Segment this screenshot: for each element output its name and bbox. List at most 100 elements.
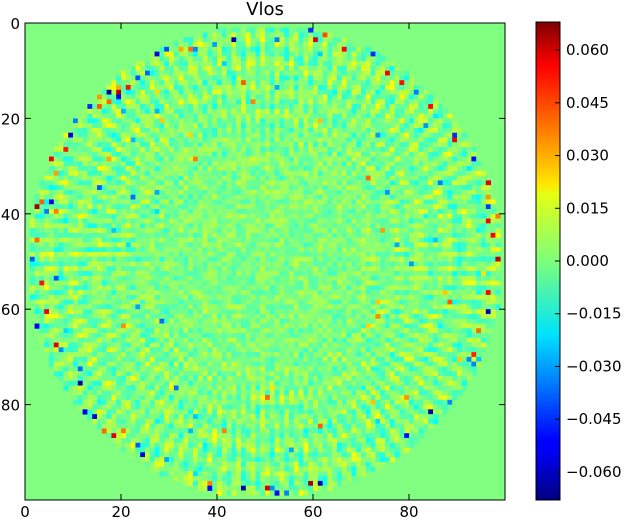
heatmap-cell: [298, 99, 304, 105]
heatmap-cell: [135, 127, 141, 134]
heatmap-cell: [221, 99, 227, 105]
heatmap-cell: [92, 242, 98, 248]
heatmap-cell: [394, 170, 400, 177]
heatmap-cell: [442, 218, 448, 224]
heatmap-cell: [284, 65, 290, 72]
heatmap-cell: [130, 170, 136, 177]
heatmap-cell: [68, 156, 74, 162]
heatmap-cell: [164, 94, 170, 100]
heatmap-cell: [303, 27, 309, 33]
heatmap-cell: [193, 137, 199, 143]
heatmap-cell: [337, 80, 343, 86]
heatmap-cell: [380, 304, 386, 310]
heatmap-cell: [341, 175, 347, 181]
heatmap-cell: [303, 237, 309, 243]
heatmap-cell: [87, 213, 93, 219]
heatmap-cell: [346, 113, 352, 119]
heatmap-cell: [193, 242, 199, 248]
heatmap-cell: [476, 180, 482, 186]
heatmap-cell: [145, 147, 151, 153]
heatmap-cell: [111, 266, 117, 272]
heatmap-cell: [433, 280, 439, 286]
heatmap-cell: [29, 261, 35, 267]
heatmap-cell: [39, 309, 45, 315]
heatmap-cell: [49, 294, 55, 301]
heatmap-cell: [346, 266, 352, 272]
heatmap-cell: [279, 309, 285, 315]
heatmap-cell: [169, 189, 175, 196]
heatmap-cell: [106, 223, 112, 229]
heatmap-cell: [303, 266, 309, 272]
heatmap-cell: [250, 94, 256, 100]
heatmap-cell: [385, 299, 391, 305]
heatmap-cell: [265, 108, 271, 115]
heatmap-cell: [351, 261, 357, 267]
heatmap-cell: [452, 132, 458, 138]
heatmap-cell: [68, 228, 74, 234]
heatmap-cell: [346, 285, 352, 291]
heatmap-cell: [44, 218, 50, 224]
heatmap-cell: [279, 180, 285, 186]
heatmap-cell: [389, 313, 395, 320]
heatmap-cell: [193, 228, 199, 234]
heatmap-cell: [241, 104, 247, 110]
heatmap-cell: [125, 175, 131, 181]
heatmap-cell: [135, 175, 141, 181]
heatmap-cell: [279, 32, 285, 38]
heatmap-cell: [44, 180, 50, 186]
heatmap-cell: [250, 266, 256, 272]
heatmap-cell: [241, 304, 247, 310]
heatmap-cell: [298, 290, 304, 296]
heatmap-cell: [303, 185, 309, 191]
heatmap-cell: [178, 280, 184, 286]
heatmap-cell: [428, 137, 434, 143]
heatmap-cell: [293, 175, 299, 181]
heatmap-cell: [327, 237, 333, 243]
heatmap-cell: [409, 313, 415, 320]
heatmap-cell: [58, 161, 64, 167]
heatmap-cell: [207, 309, 213, 315]
heatmap-cell: [293, 170, 299, 177]
heatmap-cell: [413, 127, 419, 134]
heatmap-cell: [442, 213, 448, 219]
heatmap-cell: [293, 37, 299, 43]
heatmap-cell: [169, 46, 175, 53]
heatmap-cell: [289, 94, 295, 100]
heatmap-cell: [245, 304, 251, 310]
heatmap-cell: [169, 209, 175, 215]
heatmap-cell: [183, 232, 189, 239]
heatmap-cell: [385, 218, 391, 224]
heatmap-cell: [236, 156, 242, 162]
heatmap-cell: [265, 118, 271, 124]
heatmap-cell: [409, 247, 415, 253]
heatmap-cell: [250, 237, 256, 243]
heatmap-cell: [433, 294, 439, 301]
heatmap-cell: [409, 94, 415, 100]
heatmap-cell: [265, 99, 271, 105]
heatmap-cell: [217, 313, 223, 320]
heatmap-cell: [217, 194, 223, 200]
heatmap-cell: [409, 132, 415, 138]
heatmap-cell: [485, 209, 491, 215]
heatmap-cell: [226, 251, 232, 258]
heatmap-cell: [44, 313, 50, 320]
heatmap-cell: [197, 242, 203, 248]
heatmap-cell: [154, 280, 160, 286]
heatmap-cell: [73, 118, 79, 124]
heatmap-cell: [399, 285, 405, 291]
heatmap-cell: [140, 223, 146, 229]
heatmap-cell: [289, 118, 295, 124]
heatmap-cell: [437, 290, 443, 296]
heatmap-cell: [68, 189, 74, 196]
heatmap-cell: [121, 175, 127, 181]
heatmap-cell: [260, 104, 266, 110]
heatmap-cell: [404, 161, 410, 167]
heatmap-cell: [212, 228, 218, 234]
heatmap-cell: [202, 89, 208, 95]
heatmap-cell: [433, 247, 439, 253]
heatmap-cell: [452, 204, 458, 210]
heatmap-cell: [92, 137, 98, 143]
heatmap-cell: [92, 261, 98, 267]
heatmap-cell: [269, 80, 275, 86]
heatmap-cell: [370, 261, 376, 267]
